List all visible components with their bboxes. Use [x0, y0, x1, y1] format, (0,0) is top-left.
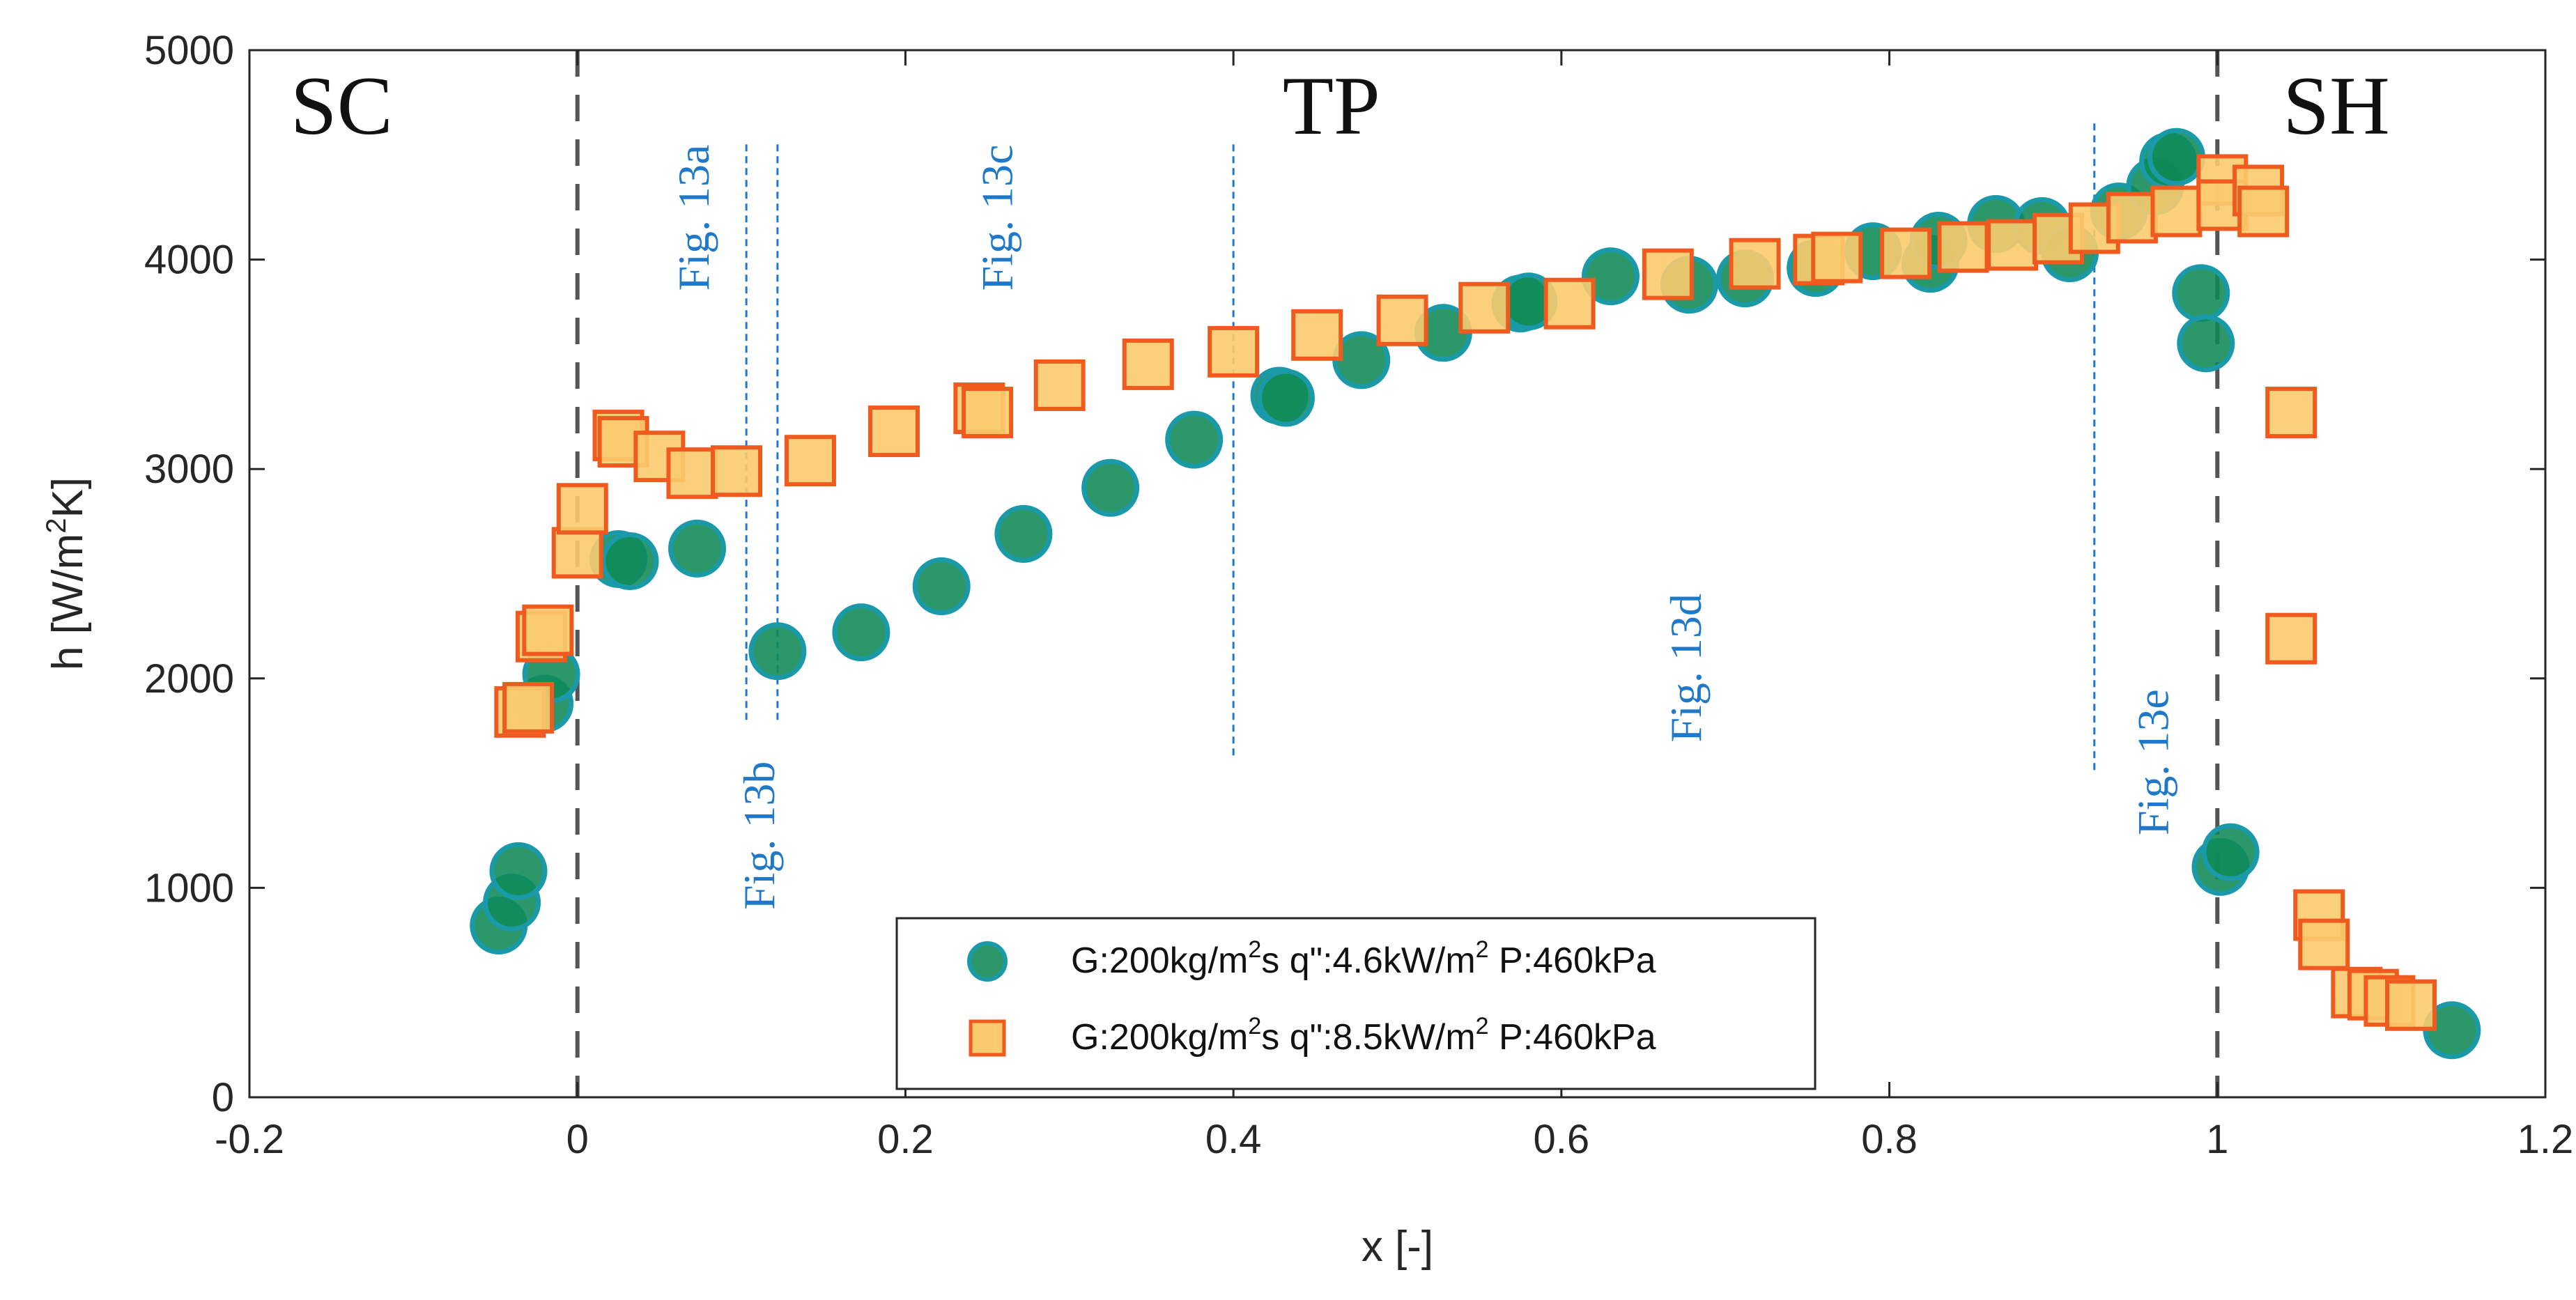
data-point-square [1811, 231, 1863, 284]
data-point-square [2298, 918, 2350, 970]
y-axis-label-main: h [W/m [44, 534, 92, 670]
data-point-square [1543, 277, 1596, 330]
data-point-circle [601, 532, 659, 590]
data-series-layer [470, 127, 2481, 1060]
data-point-square [666, 447, 718, 500]
data-point-square [2265, 612, 2317, 665]
data-point-square [1937, 221, 1989, 273]
legend-text-part: P:460kPa [1489, 1017, 1656, 1058]
y-tick-label: 0 [212, 1075, 234, 1120]
legend-superscript: 2 [1248, 936, 1261, 963]
data-point-circle [994, 504, 1053, 563]
x-tick-label: 1.2 [2517, 1117, 2574, 1162]
data-point-circle [1165, 410, 1224, 469]
data-point-square [1033, 359, 1086, 411]
data-point-square [1880, 227, 1932, 279]
legend-entry-label: G:200kg/m2s q":4.6kW/m2 P:460kPa [1071, 936, 1656, 981]
y-tick-label: 3000 [144, 447, 234, 492]
data-point-square [2385, 979, 2437, 1031]
data-point-circle [2147, 127, 2205, 186]
data-point-square [551, 527, 603, 579]
region-boundary-lines [575, 50, 2220, 1097]
figure-reference-label: Fig. 13d [1661, 594, 1711, 742]
y-axis-label-end: K] [44, 477, 92, 518]
data-point-square [522, 604, 574, 656]
plot-area-frame [248, 49, 2547, 1099]
data-point-square [2237, 185, 2290, 238]
data-point-square [2265, 387, 2317, 439]
legend-entry-label: G:200kg/m2s q":8.5kW/m2 P:460kPa [1071, 1013, 1656, 1058]
x-tick-label: 0.4 [1205, 1117, 1262, 1162]
data-point-square [502, 681, 555, 734]
y-tick-label: 4000 [144, 238, 234, 283]
y-axis-label: h [W/m2K] [41, 477, 92, 670]
x-axis-label: x [-] [1362, 1223, 1433, 1271]
series-group [470, 127, 2481, 1060]
x-tick-label: 0 [566, 1117, 589, 1162]
x-tick-label: 0.8 [1861, 1117, 1918, 1162]
data-point-circle [2177, 314, 2235, 373]
data-point-square [1458, 281, 1511, 334]
x-tick-label: 0.6 [1534, 1117, 1590, 1162]
figure-reference-label: Fig. 13b [734, 761, 784, 910]
region-label: SH [2283, 59, 2389, 152]
data-point-square [1208, 325, 1260, 378]
series-group [494, 154, 2437, 1031]
data-point-circle [748, 622, 807, 681]
annotation-layer: SC TP SH Fig. 13a Fig. 13b Fig. 13c Fig. 13d Fi… [291, 59, 2390, 910]
data-point-circle [2201, 823, 2260, 881]
data-point-circle [1581, 247, 1640, 306]
data-point-square [1376, 294, 1428, 346]
legend-superscript: 2 [1476, 936, 1489, 963]
y-tick-label: 1000 [144, 865, 234, 911]
y-axis-label-superscript: 2 [41, 518, 72, 534]
legend-text-part: P:460kPa [1489, 941, 1656, 981]
data-point-square [1291, 309, 1343, 361]
data-point-circle [1256, 369, 1315, 427]
figure-reference-label: Fig. 13c [972, 145, 1021, 291]
x-tick-label: 1 [2206, 1117, 2228, 1162]
data-point-square [1642, 248, 1694, 300]
region-label: SC [291, 59, 393, 152]
legend-box [895, 917, 1817, 1090]
y-tick-label: 5000 [144, 28, 234, 73]
data-point-square [867, 405, 920, 458]
legend-text-part: G:200kg/m [1071, 941, 1248, 981]
legend-superscript: 2 [1248, 1013, 1261, 1039]
data-point-square [556, 483, 608, 535]
axes-layer: -0.2 0 0.2 0.4 0.6 0.8 1 1.20100020003000400050… [41, 28, 2573, 1271]
figure-reference-label: Fig. 13a [669, 145, 718, 291]
x-tick-label: 0.2 [877, 1117, 934, 1162]
data-point-square [962, 387, 1014, 439]
y-tick-label: 2000 [144, 656, 234, 702]
data-point-square [1729, 238, 1781, 290]
data-point-square [1122, 338, 1174, 390]
legend-superscript: 2 [1476, 1013, 1489, 1039]
data-point-circle [912, 557, 971, 616]
region-label: TP [1283, 59, 1380, 152]
figure-reference-label: Fig. 13e [2129, 689, 2178, 835]
data-point-circle [489, 842, 548, 900]
data-point-square [711, 445, 763, 497]
data-point-circle [832, 603, 890, 662]
data-point-circle [668, 519, 727, 578]
data-point-square [784, 435, 836, 487]
data-point-square [2106, 192, 2158, 244]
x-tick-label: -0.2 [215, 1117, 284, 1162]
legend-text-part: s q":4.6kW/m [1261, 941, 1475, 981]
legend: G:200kg/m2s q":4.6kW/m2 P:460kPaG:200kg/… [895, 917, 1817, 1090]
legend-text-part: G:200kg/m [1071, 1017, 1248, 1058]
data-point-circle [1081, 458, 1140, 517]
data-point-circle [2172, 264, 2230, 323]
data-point-square [1987, 219, 2039, 271]
legend-square-marker [969, 1019, 1006, 1057]
legend-text-part: s q":8.5kW/m [1261, 1017, 1475, 1058]
legend-circle-marker [967, 941, 1008, 982]
data-point-square [2150, 185, 2203, 238]
